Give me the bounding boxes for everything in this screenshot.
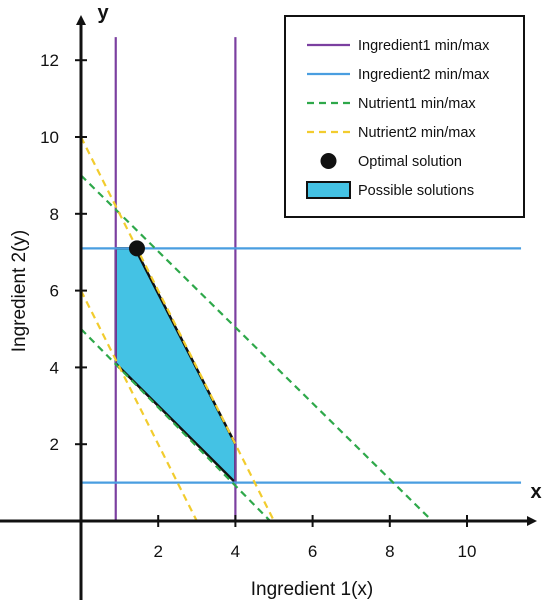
optimal-solution-legend-label: Optimal solution [358, 154, 462, 170]
nutrient2-min-max-line [80, 290, 198, 522]
nutrient1-min-max-line [80, 174, 434, 522]
y-tick-label: 4 [50, 358, 59, 377]
optimal-point-layer [128, 240, 145, 257]
constraint-lines-layer [80, 37, 522, 522]
possible-solutions-region [114, 247, 237, 484]
tick-marks: 2 4 6 8 10 2 4 6 8 10 12 [40, 51, 476, 561]
possible-solutions-legend-label: Possible solutions [358, 183, 474, 199]
nutrient1-min-max-legend-label: Nutrient1 min/max [358, 96, 476, 112]
ingredient1-min-max-legend-label: Ingredient1 min/max [358, 38, 490, 54]
y-tick-label: 10 [40, 128, 59, 147]
x-tick-label: 6 [308, 542, 317, 561]
nutrient1-min-max-line [80, 328, 271, 522]
nutrient2-min-max-legend-label: Nutrient2 min/max [358, 125, 476, 141]
ingredient2-min-max-legend-label: Ingredient2 min/max [358, 67, 490, 83]
x-tick-label: 4 [231, 542, 240, 561]
feasible-region-layer [114, 247, 237, 484]
y-tick-label: 2 [50, 435, 59, 454]
optimal-solution-legend-swatch [320, 153, 337, 169]
legend: Ingredient1 min/max Ingredient2 min/max Nu… [284, 15, 525, 218]
x-axis-letter: x [530, 481, 541, 503]
y-axis-title: Ingredient 2(y) [9, 230, 30, 353]
x-tick-label: 10 [458, 542, 477, 561]
y-axis-letter: y [97, 2, 109, 24]
x-tick-label: 8 [385, 542, 394, 561]
y-tick-label: 8 [50, 205, 59, 224]
axes: 2 4 6 8 10 2 4 6 8 10 12 [0, 15, 537, 600]
possible-solutions-legend-swatch [306, 181, 351, 199]
x-tick-label: 2 [153, 542, 162, 561]
optimal-solution-marker [128, 240, 145, 257]
x-axis-title: Ingredient 1(x) [251, 579, 374, 600]
legend-items: Ingredient1 min/max Ingredient2 min/max Nu… [306, 38, 490, 199]
y-tick-label: 6 [50, 282, 59, 301]
y-tick-label: 12 [40, 51, 59, 70]
